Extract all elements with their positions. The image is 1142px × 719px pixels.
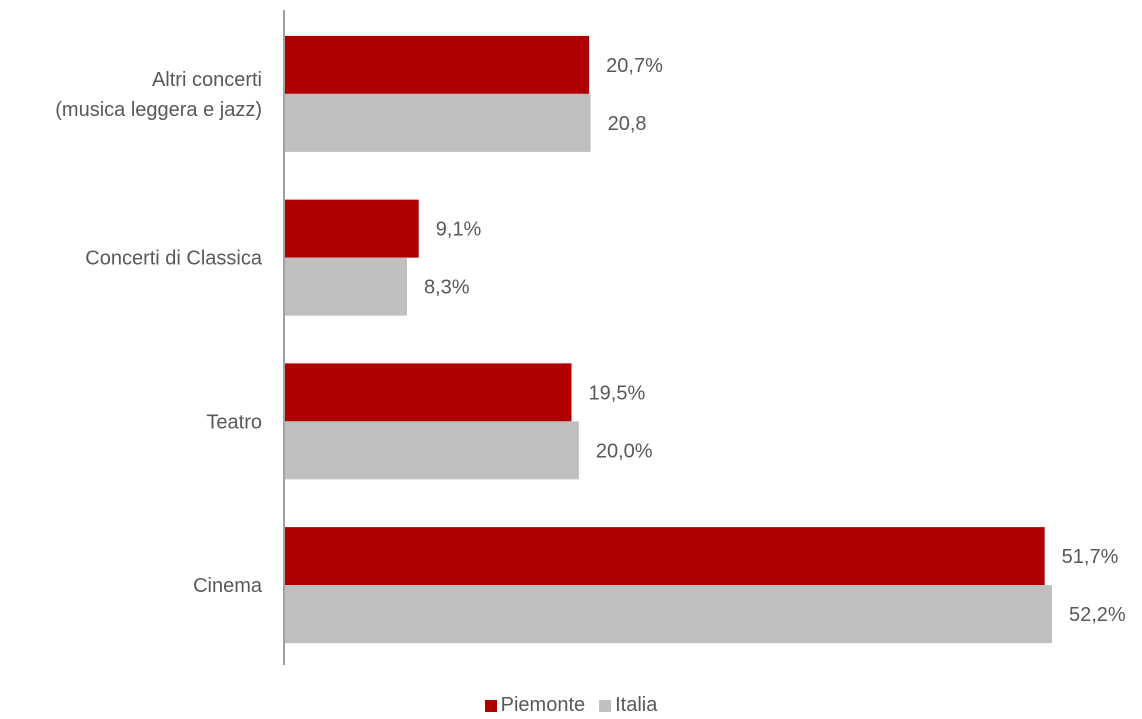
legend-label-italia: Italia: [615, 694, 658, 716]
bar-italia: [285, 585, 1052, 644]
bar-italia: [285, 421, 579, 480]
category-label: Cinema: [193, 575, 263, 597]
bar-italia: [285, 93, 591, 152]
data-labels: 20,7% 20,8 9,1% 8,3% 19,5% 20,0% 51,7% 52,2%: [424, 55, 1126, 626]
category-label: Altri concerti (musica leggera e jazz): [55, 69, 262, 121]
bar-italia: [285, 257, 407, 316]
legend: Piemonte Italia: [0, 694, 1142, 717]
legend-swatch-italia: [599, 699, 612, 712]
legend-item-italia: Italia: [599, 694, 657, 717]
category-label: Concerti di Classica: [85, 248, 263, 270]
bars: [285, 35, 1052, 644]
data-label-italia: 20,8: [608, 113, 647, 135]
data-label-italia: 20,0%: [596, 440, 653, 462]
legend-swatch-piemonte: [484, 699, 497, 712]
legend-label-piemonte: Piemonte: [500, 694, 586, 716]
bar-piemonte: [285, 527, 1045, 586]
bar-piemonte: [285, 35, 590, 94]
data-label-piemonte: 20,7%: [606, 55, 663, 77]
data-label-piemonte: 19,5%: [589, 382, 646, 404]
bar-piemonte: [285, 199, 419, 258]
category-labels: Altri concerti (musica leggera e jazz) Con…: [55, 69, 263, 597]
legend-item-piemonte: Piemonte: [484, 694, 586, 717]
data-label-italia: 8,3%: [424, 277, 470, 299]
data-label-piemonte: 9,1%: [436, 219, 482, 241]
data-label-piemonte: 51,7%: [1062, 546, 1119, 568]
bar-piemonte: [285, 363, 572, 422]
data-label-italia: 52,2%: [1069, 604, 1126, 626]
category-label: Teatro: [206, 411, 262, 433]
